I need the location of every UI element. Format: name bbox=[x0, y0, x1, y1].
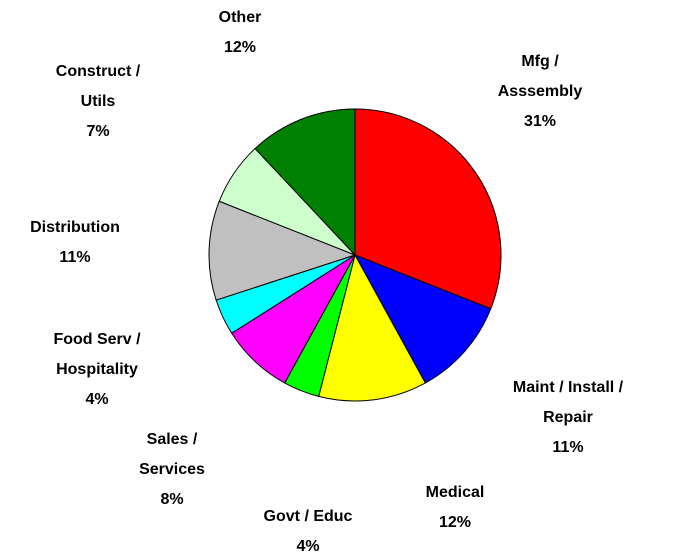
slice-label: Repair bbox=[543, 409, 593, 426]
slice-label: Maint / Install / bbox=[513, 379, 624, 396]
slice-label: Govt / Educ bbox=[264, 508, 353, 525]
value-label: 7% bbox=[86, 123, 109, 140]
pie-slice bbox=[318, 253, 427, 402]
value-label: 4% bbox=[85, 391, 108, 408]
pie-slice bbox=[354, 108, 502, 310]
slice-label: Medical bbox=[426, 484, 485, 501]
slice-label: Utils bbox=[81, 93, 116, 110]
pie-slice bbox=[353, 254, 492, 384]
slice-label: Construct / bbox=[56, 63, 141, 80]
slice-label: Hospitality bbox=[56, 361, 138, 378]
slice-label: Distribution bbox=[30, 219, 120, 236]
value-label: 8% bbox=[160, 491, 183, 508]
value-label: 12% bbox=[224, 39, 256, 56]
value-label: 12% bbox=[439, 514, 471, 531]
slice-label: Food Serv / bbox=[53, 331, 141, 348]
slice-label: Services bbox=[139, 461, 205, 478]
value-label: 31% bbox=[524, 113, 556, 130]
value-label: 11% bbox=[552, 439, 583, 456]
pie-slice bbox=[208, 200, 357, 301]
slice-label: Other bbox=[219, 9, 262, 26]
pie-slice bbox=[254, 108, 356, 257]
slice-label: Sales / bbox=[147, 431, 198, 448]
value-label: 11% bbox=[59, 249, 90, 266]
slice-label: Mfg / bbox=[521, 53, 559, 70]
slice-label: Asssembly bbox=[498, 83, 583, 100]
value-label: 4% bbox=[296, 538, 319, 555]
